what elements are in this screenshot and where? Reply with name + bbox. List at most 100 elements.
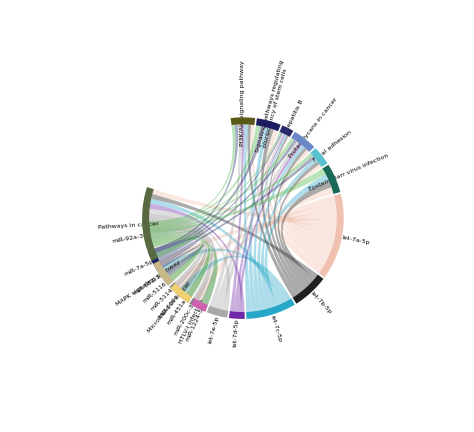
- Polygon shape: [257, 145, 304, 310]
- Polygon shape: [149, 219, 213, 301]
- Polygon shape: [152, 236, 210, 297]
- Polygon shape: [158, 269, 168, 279]
- Polygon shape: [163, 248, 287, 303]
- Polygon shape: [153, 261, 173, 286]
- Text: let-7c-5p: let-7c-5p: [269, 314, 282, 343]
- Polygon shape: [237, 143, 302, 312]
- Text: miR-5116: miR-5116: [142, 281, 168, 303]
- Polygon shape: [246, 299, 295, 319]
- Polygon shape: [273, 136, 330, 259]
- Polygon shape: [150, 132, 281, 229]
- Polygon shape: [152, 189, 337, 228]
- Polygon shape: [281, 181, 331, 282]
- Polygon shape: [152, 234, 203, 281]
- Text: PI3K/Akt signaling pathway: PI3K/Akt signaling pathway: [240, 60, 246, 146]
- Polygon shape: [322, 165, 340, 194]
- Polygon shape: [149, 209, 230, 311]
- Polygon shape: [142, 187, 158, 261]
- Polygon shape: [150, 153, 313, 235]
- Polygon shape: [149, 214, 218, 305]
- Polygon shape: [159, 156, 315, 263]
- Polygon shape: [261, 128, 301, 295]
- Polygon shape: [155, 124, 238, 251]
- Polygon shape: [253, 135, 287, 311]
- Text: let-7e-5p: let-7e-5p: [207, 315, 219, 343]
- Polygon shape: [181, 256, 291, 301]
- Polygon shape: [175, 203, 337, 288]
- Polygon shape: [191, 299, 208, 311]
- Polygon shape: [151, 231, 205, 287]
- Polygon shape: [234, 134, 285, 312]
- Polygon shape: [261, 159, 318, 309]
- Polygon shape: [169, 282, 179, 292]
- Text: let-7a-5p: let-7a-5p: [341, 235, 370, 245]
- Polygon shape: [158, 140, 297, 260]
- Text: MAPK signaling pathway: MAPK signaling pathway: [115, 259, 182, 307]
- Polygon shape: [219, 141, 300, 310]
- Text: miR-5114: miR-5114: [149, 287, 174, 312]
- Polygon shape: [249, 127, 269, 311]
- Text: miR-1224-5p: miR-1224-5p: [185, 303, 206, 342]
- Polygon shape: [150, 204, 245, 312]
- Text: Focal adhesion: Focal adhesion: [313, 130, 353, 163]
- Polygon shape: [214, 133, 284, 309]
- Polygon shape: [190, 298, 199, 307]
- Polygon shape: [278, 161, 319, 286]
- Polygon shape: [153, 236, 202, 275]
- Polygon shape: [151, 168, 326, 237]
- Polygon shape: [292, 275, 323, 304]
- Polygon shape: [150, 138, 294, 232]
- Polygon shape: [151, 194, 318, 278]
- Polygon shape: [147, 249, 164, 272]
- Text: miR-92a-3p: miR-92a-3p: [111, 232, 148, 244]
- Polygon shape: [175, 288, 185, 298]
- Polygon shape: [142, 222, 154, 249]
- Polygon shape: [288, 187, 336, 236]
- Polygon shape: [265, 130, 327, 267]
- Polygon shape: [182, 293, 192, 303]
- Text: let-7b-5p: let-7b-5p: [309, 291, 332, 315]
- Polygon shape: [150, 199, 282, 305]
- Polygon shape: [154, 237, 201, 265]
- Polygon shape: [264, 175, 329, 307]
- Polygon shape: [280, 125, 293, 137]
- Polygon shape: [273, 147, 308, 289]
- Text: let-7d-5p: let-7d-5p: [233, 318, 239, 347]
- Text: miR-7a-5p: miR-7a-5p: [124, 258, 155, 277]
- Text: MicroRNAs in cancer: MicroRNAs in cancer: [147, 280, 192, 334]
- Polygon shape: [319, 194, 344, 277]
- Polygon shape: [280, 149, 333, 252]
- Polygon shape: [256, 118, 281, 131]
- Polygon shape: [197, 302, 208, 311]
- Polygon shape: [151, 231, 199, 258]
- Polygon shape: [162, 244, 204, 276]
- Polygon shape: [152, 234, 203, 281]
- Polygon shape: [164, 276, 173, 286]
- Polygon shape: [229, 311, 245, 319]
- Polygon shape: [171, 283, 192, 303]
- Polygon shape: [291, 132, 314, 152]
- Polygon shape: [156, 133, 283, 257]
- Text: Proteoglycans in cancer: Proteoglycans in cancer: [289, 96, 339, 159]
- Text: Hepatitis B: Hepatitis B: [284, 99, 304, 132]
- Text: miR-200c-3p: miR-200c-3p: [173, 299, 198, 336]
- Polygon shape: [150, 228, 207, 292]
- Text: Signaling pathways regulating
pluripotency of stem cells: Signaling pathways regulating pluripoten…: [255, 60, 290, 155]
- Polygon shape: [149, 223, 210, 297]
- Polygon shape: [207, 306, 228, 318]
- Polygon shape: [153, 238, 218, 305]
- Text: miR-582-3p: miR-582-3p: [133, 272, 165, 296]
- Text: Pathways in cancer: Pathways in cancer: [98, 221, 159, 229]
- Polygon shape: [159, 212, 337, 266]
- Polygon shape: [284, 164, 335, 244]
- Polygon shape: [244, 124, 252, 312]
- Polygon shape: [149, 125, 236, 224]
- Polygon shape: [250, 125, 323, 273]
- Polygon shape: [310, 148, 328, 167]
- Polygon shape: [268, 135, 304, 292]
- Polygon shape: [155, 126, 265, 254]
- Text: Epstein–Barr virus infection: Epstein–Barr virus infection: [308, 153, 389, 192]
- Polygon shape: [210, 124, 241, 307]
- Polygon shape: [149, 125, 261, 227]
- Text: miR-451a: miR-451a: [166, 299, 188, 326]
